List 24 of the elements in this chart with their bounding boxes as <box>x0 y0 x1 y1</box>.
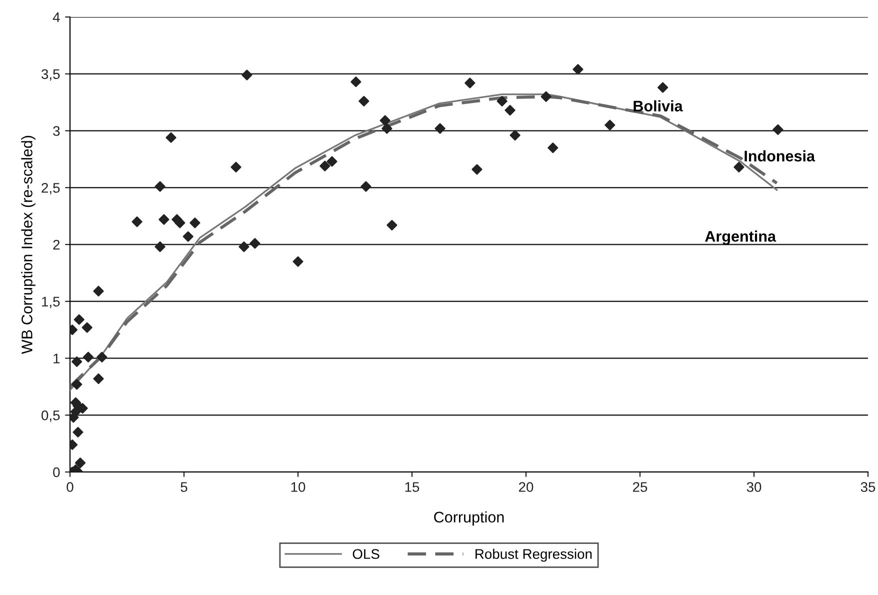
y-tick-label: 1 <box>54 354 60 364</box>
y-tick-label: 0,5 <box>42 410 60 422</box>
annotation: Argentina <box>705 230 776 245</box>
x-tick-label: 0 <box>66 482 74 492</box>
y-tick-label: 3,5 <box>42 69 60 81</box>
y-tick-label: 1,5 <box>42 296 60 308</box>
y-tick-label: 2,5 <box>42 182 60 194</box>
x-tick-label: 20 <box>518 482 534 492</box>
legend-label: Robust Regression <box>476 548 592 562</box>
x-tick-label: 25 <box>632 482 648 492</box>
y-tick-label: 2 <box>53 240 60 250</box>
annotation: Indonesia <box>744 150 816 162</box>
y-axis-title: WB Corruption Index (re-scaled) <box>21 136 36 354</box>
x-tick-label: 5 <box>180 482 188 492</box>
x-tick-label: 10 <box>291 482 306 492</box>
x-tick-label: 15 <box>405 482 420 492</box>
y-tick-label: 3 <box>53 126 60 136</box>
x-tick-label: 30 <box>746 482 762 492</box>
y-tick-label: 0 <box>53 467 60 478</box>
x-axis-title: Corruption <box>434 511 504 526</box>
legend-label: OLS <box>352 549 380 559</box>
x-tick-label: 35 <box>860 482 876 492</box>
y-tick-label: 4 <box>52 12 60 22</box>
annotation: Bolivia <box>634 100 683 112</box>
